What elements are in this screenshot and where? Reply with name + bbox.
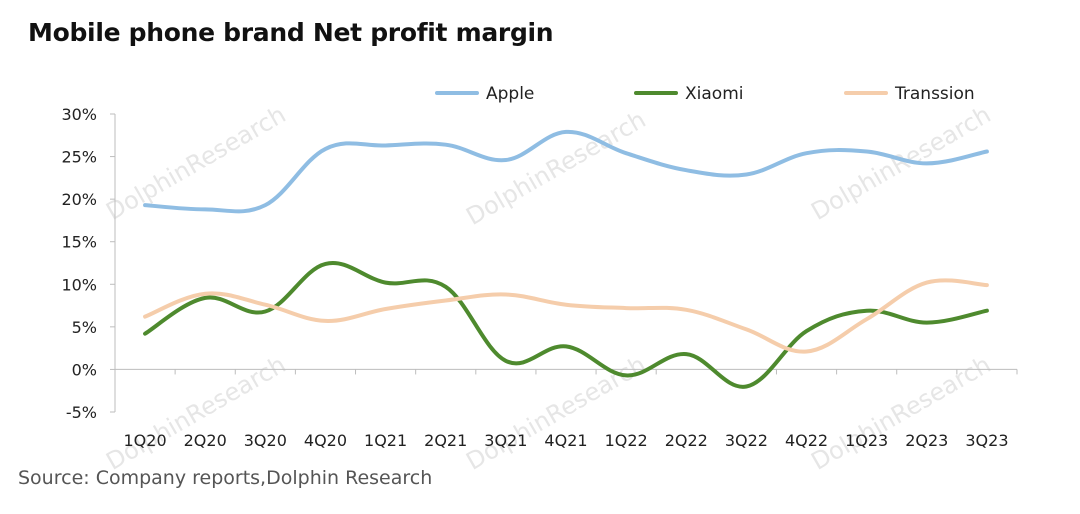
y-tick-label: 10% xyxy=(61,275,97,294)
y-tick-label: 0% xyxy=(72,360,97,379)
series-xiaomi xyxy=(143,261,989,389)
x-tick-label: 4Q22 xyxy=(785,431,828,450)
x-tick-label: 1Q21 xyxy=(364,431,407,450)
series-transsion xyxy=(143,278,989,354)
x-tick-label: 2Q23 xyxy=(905,431,948,450)
legend: Apple Xiaomi Transsion xyxy=(435,84,975,104)
y-tick-label: -5% xyxy=(66,403,97,422)
x-tick-label: 4Q21 xyxy=(544,431,587,450)
watermark-text: DolphinResearch xyxy=(806,100,995,225)
x-tick-label: 2Q21 xyxy=(424,431,467,450)
y-axis-ticks: -5% 0% 5% 10% 15% 20% 25% 30% xyxy=(61,105,115,422)
legend-item-transsion: Transsion xyxy=(844,84,975,104)
chart-title: Mobile phone brand Net profit margin xyxy=(28,18,554,47)
x-tick-label: 2Q22 xyxy=(665,431,708,450)
y-tick-label: 5% xyxy=(72,318,97,337)
watermark-text: DolphinResearch xyxy=(461,105,650,230)
source-note: Source: Company reports,Dolphin Research xyxy=(18,467,433,489)
series-lines xyxy=(143,129,989,389)
y-tick-label: 30% xyxy=(61,105,97,124)
series-transsion-line xyxy=(143,278,989,354)
x-tick-label: 2Q20 xyxy=(184,431,227,450)
x-tick-label: 3Q21 xyxy=(484,431,527,450)
x-tick-label: 1Q20 xyxy=(123,431,166,450)
x-axis-ticks: 1Q20 2Q20 3Q20 4Q20 1Q21 2Q21 3Q21 4Q21 1Q22 2Q22… xyxy=(114,369,1018,450)
x-tick-label: 4Q20 xyxy=(304,431,347,450)
y-tick-label: 20% xyxy=(61,190,97,209)
legend-item-xiaomi: Xiaomi xyxy=(634,84,743,104)
series-apple-line xyxy=(143,129,989,214)
x-tick-label: 3Q23 xyxy=(965,431,1008,450)
y-tick-label: 25% xyxy=(61,148,97,167)
axes xyxy=(114,114,1017,412)
y-tick-label: 15% xyxy=(61,233,97,252)
x-tick-label: 3Q22 xyxy=(725,431,768,450)
x-tick-label: 3Q20 xyxy=(244,431,287,450)
x-tick-label: 1Q23 xyxy=(845,431,888,450)
series-apple xyxy=(143,129,989,214)
legend-label-apple: Apple xyxy=(486,84,534,104)
watermarks: DolphinResearch DolphinResearch DolphinRes… xyxy=(101,100,995,475)
legend-item-apple: Apple xyxy=(435,84,534,104)
legend-label-xiaomi: Xiaomi xyxy=(685,84,743,104)
legend-label-transsion: Transsion xyxy=(894,84,975,104)
x-tick-label: 1Q22 xyxy=(605,431,648,450)
series-xiaomi-line xyxy=(143,261,989,389)
